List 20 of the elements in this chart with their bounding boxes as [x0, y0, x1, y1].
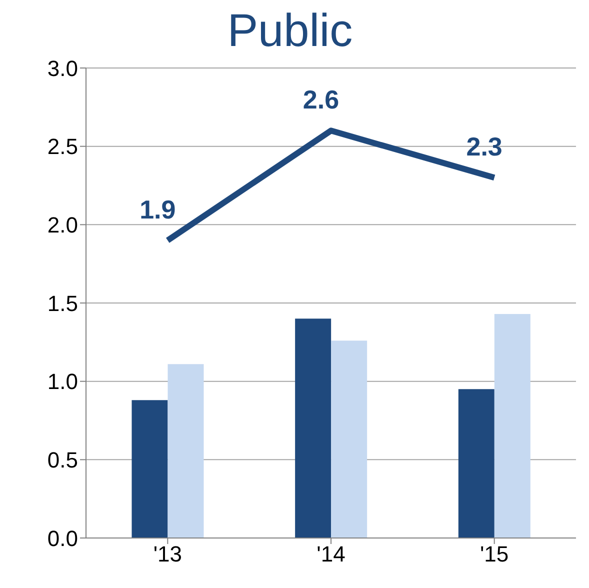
x-tick-label: '13 — [153, 542, 182, 567]
x-tick-label: '15 — [480, 542, 509, 567]
x-tick-label: '14 — [316, 542, 346, 567]
y-tick-label: 3.0 — [47, 56, 78, 81]
bar — [168, 364, 204, 538]
bar — [494, 314, 530, 538]
y-tick-label: 0.0 — [47, 526, 78, 551]
data-label: 1.9 — [140, 194, 176, 224]
y-tick-label: 1.5 — [47, 290, 78, 316]
y-tick-label: 2.5 — [47, 134, 78, 160]
y-tick-label: 2.0 — [47, 212, 78, 238]
y-tick-label: 0.5 — [47, 447, 78, 472]
data-label: 2.6 — [302, 84, 340, 115]
y-tick-label: 1.0 — [47, 369, 78, 394]
chart-title: Public — [227, 4, 353, 56]
data-label: 2.3 — [466, 132, 502, 162]
bar — [132, 400, 168, 538]
bar — [458, 389, 494, 538]
bar — [331, 340, 368, 538]
bar — [295, 318, 332, 538]
